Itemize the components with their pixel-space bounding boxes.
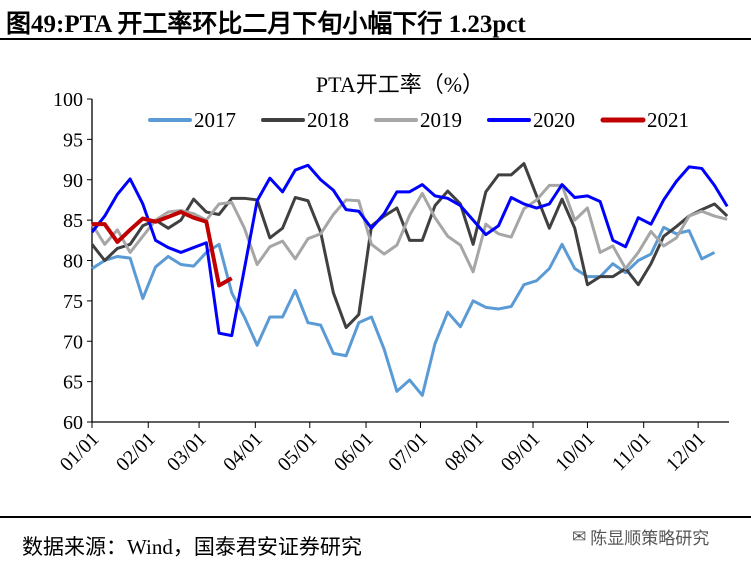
footer-rule — [0, 516, 751, 518]
x-tick-label: 03/01 — [163, 428, 211, 476]
watermark: ✉ 陈显顺策略研究 — [572, 524, 710, 550]
x-tick-label: 02/01 — [112, 428, 160, 476]
x-tick-label: 11/01 — [608, 428, 655, 475]
figure-title: 图49:PTA 开工率环比二月下旬小幅下行 1.23pct — [6, 11, 526, 38]
series-line-2017 — [91, 225, 716, 397]
x-tick-label: 08/01 — [441, 428, 489, 476]
legend-label-2018: 2018 — [307, 108, 349, 132]
legend-label-2019: 2019 — [420, 108, 462, 132]
chart-title: PTA开工率（%） — [316, 72, 484, 97]
watermark-text: 陈显顺策略研究 — [590, 529, 710, 549]
y-tick-label: 80 — [63, 251, 83, 273]
title-rule — [0, 38, 751, 40]
x-tick-label: 09/01 — [497, 428, 545, 476]
y-tick-label: 75 — [63, 291, 83, 313]
legend-label-2017: 2017 — [194, 108, 236, 132]
y-tick-label: 95 — [63, 129, 83, 151]
series-line-2018 — [90, 162, 729, 330]
wechat-icon: ✉ — [572, 526, 587, 547]
series-line-2019 — [90, 183, 728, 274]
source-note: 数据来源：Wind，国泰君安证券研究 — [22, 535, 362, 559]
y-tick-label: 70 — [63, 331, 83, 353]
legend: 2017 2018 2019 2020 2021 — [148, 108, 689, 132]
y-tick-label: 65 — [63, 372, 83, 394]
series-line-2020 — [90, 163, 729, 338]
x-tick-label: 07/01 — [384, 428, 432, 476]
y-tick-label: 100 — [53, 89, 83, 111]
x-tick-label: 06/01 — [330, 428, 378, 476]
x-tick-label: 12/01 — [662, 428, 710, 476]
series-lines — [90, 162, 729, 397]
y-tick-label: 60 — [63, 412, 83, 434]
x-tick-label: 04/01 — [219, 428, 267, 476]
y-tick-label: 90 — [63, 170, 83, 192]
x-tick-label: 10/01 — [551, 428, 599, 476]
y-tick-label: 85 — [63, 210, 83, 232]
legend-label-2020: 2020 — [533, 108, 575, 132]
x-tick-label: 01/01 — [56, 428, 104, 476]
legend-label-2021: 2021 — [647, 108, 689, 132]
series-line-2021 — [92, 210, 233, 288]
x-tick-label: 05/01 — [274, 428, 322, 476]
